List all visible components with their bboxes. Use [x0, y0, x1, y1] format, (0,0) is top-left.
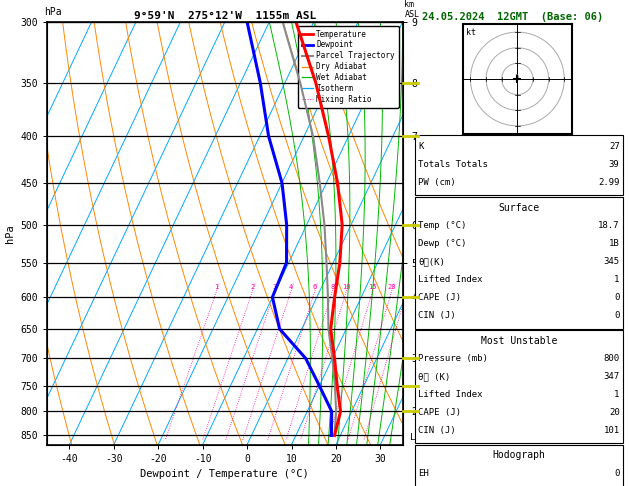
X-axis label: Dewpoint / Temperature (°C): Dewpoint / Temperature (°C)	[140, 469, 309, 479]
Text: 0: 0	[614, 312, 620, 320]
Text: 2.99: 2.99	[598, 178, 620, 187]
Text: Pressure (mb): Pressure (mb)	[418, 354, 488, 363]
Text: 1: 1	[614, 390, 620, 399]
Text: 1: 1	[214, 284, 219, 291]
Text: CIN (J): CIN (J)	[418, 426, 456, 435]
Text: hPa: hPa	[44, 7, 62, 17]
Text: PW (cm): PW (cm)	[418, 178, 456, 187]
Text: 15: 15	[369, 284, 377, 291]
Text: 6: 6	[313, 284, 317, 291]
Text: 27: 27	[609, 141, 620, 151]
Text: 345: 345	[603, 257, 620, 266]
Text: 18.7: 18.7	[598, 221, 620, 230]
Text: θᴇ(K): θᴇ(K)	[418, 257, 445, 266]
Text: Lifted Index: Lifted Index	[418, 390, 483, 399]
Text: CAPE (J): CAPE (J)	[418, 408, 461, 417]
Title: 9°59'N  275°12'W  1155m ASL: 9°59'N 275°12'W 1155m ASL	[134, 11, 316, 21]
Text: 3: 3	[273, 284, 277, 291]
Text: 24.05.2024  12GMT  (Base: 06): 24.05.2024 12GMT (Base: 06)	[422, 12, 603, 22]
Text: 1B: 1B	[609, 239, 620, 248]
Text: 800: 800	[603, 354, 620, 363]
Text: 20: 20	[387, 284, 396, 291]
Text: K: K	[418, 141, 424, 151]
Text: Totals Totals: Totals Totals	[418, 160, 488, 169]
Text: CIN (J): CIN (J)	[418, 312, 456, 320]
Text: Temp (°C): Temp (°C)	[418, 221, 467, 230]
Text: 2: 2	[250, 284, 255, 291]
Text: 10: 10	[342, 284, 351, 291]
Text: EH: EH	[418, 469, 429, 478]
Text: 0: 0	[614, 469, 620, 478]
Text: kt: kt	[466, 28, 476, 36]
Text: Most Unstable: Most Unstable	[481, 336, 557, 346]
Text: 1: 1	[614, 276, 620, 284]
Text: CAPE (J): CAPE (J)	[418, 294, 461, 302]
Text: 8: 8	[330, 284, 335, 291]
Text: km
ASL: km ASL	[404, 0, 420, 19]
Text: θᴇ (K): θᴇ (K)	[418, 372, 450, 381]
Text: Hodograph: Hodograph	[493, 451, 545, 460]
Text: 39: 39	[609, 160, 620, 169]
Legend: Temperature, Dewpoint, Parcel Trajectory, Dry Adiabat, Wet Adiabat, Isotherm, Mi: Temperature, Dewpoint, Parcel Trajectory…	[298, 26, 399, 108]
Text: Lifted Index: Lifted Index	[418, 276, 483, 284]
Text: 347: 347	[603, 372, 620, 381]
Text: LCL: LCL	[409, 434, 426, 442]
Text: 101: 101	[603, 426, 620, 435]
Text: 4: 4	[289, 284, 293, 291]
Y-axis label: hPa: hPa	[5, 224, 15, 243]
Y-axis label: Mixing Ratio (g/kg): Mixing Ratio (g/kg)	[421, 177, 431, 289]
Text: Dewp (°C): Dewp (°C)	[418, 239, 467, 248]
Text: Surface: Surface	[498, 203, 540, 213]
Text: 0: 0	[614, 294, 620, 302]
Text: 20: 20	[609, 408, 620, 417]
Text: © weatheronline.co.uk: © weatheronline.co.uk	[460, 471, 565, 480]
